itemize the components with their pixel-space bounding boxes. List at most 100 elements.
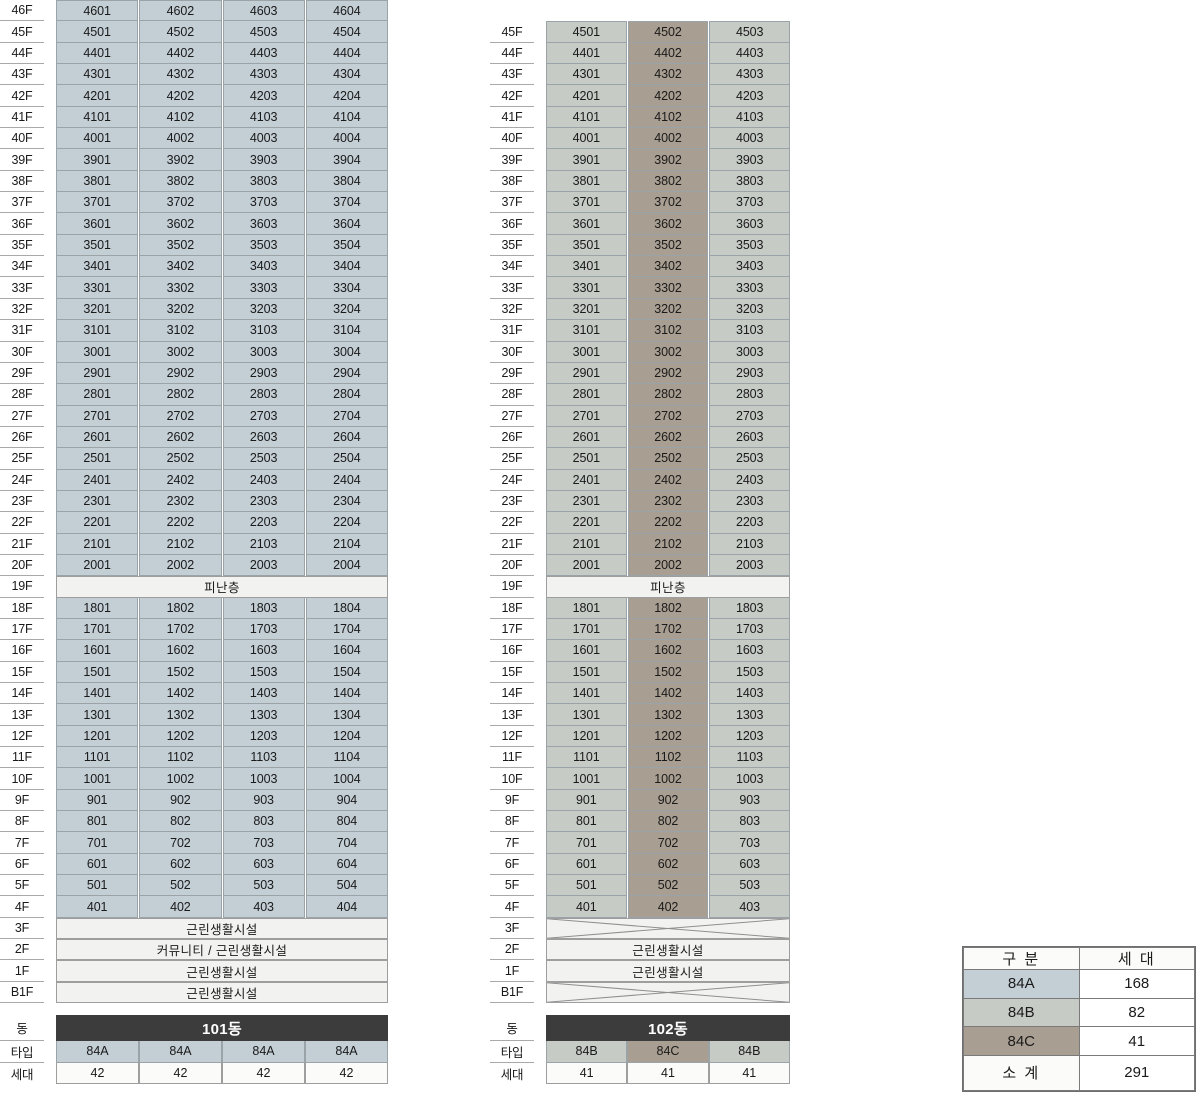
unit-cell[interactable]: 2402: [627, 469, 709, 491]
unit-cell[interactable]: 4601: [56, 0, 139, 22]
unit-cell[interactable]: 702: [139, 832, 222, 854]
unit-cell[interactable]: 3803: [709, 170, 791, 193]
unit-cell[interactable]: 4503: [222, 21, 305, 43]
unit-cell[interactable]: 3004: [305, 341, 388, 363]
unit-cell[interactable]: 804: [305, 811, 388, 833]
unit-cell[interactable]: 2103: [222, 533, 305, 555]
unit-cell[interactable]: 1304: [305, 704, 388, 726]
unit-cell[interactable]: 902: [139, 789, 222, 812]
unit-cell[interactable]: 4102: [139, 106, 222, 129]
unit-cell[interactable]: 1101: [546, 747, 627, 769]
unit-cell[interactable]: 1003: [709, 768, 791, 790]
unit-cell[interactable]: 702: [627, 832, 709, 854]
unit-cell[interactable]: 902: [627, 789, 709, 812]
unit-cell[interactable]: 1701: [56, 618, 139, 641]
unit-cell[interactable]: 2704: [305, 405, 388, 427]
unit-cell[interactable]: 2602: [627, 426, 709, 449]
unit-type-cell[interactable]: 84B: [546, 1041, 628, 1063]
unit-cell[interactable]: 3503: [709, 234, 791, 257]
unit-cell[interactable]: 4103: [222, 106, 305, 129]
unit-cell[interactable]: 2504: [305, 448, 388, 470]
unit-cell[interactable]: 3603: [709, 213, 791, 235]
unit-cell[interactable]: 1402: [627, 683, 709, 705]
unit-cell[interactable]: 1404: [305, 683, 388, 705]
unit-cell[interactable]: 2104: [305, 533, 388, 555]
unit-cell[interactable]: 2203: [222, 512, 305, 534]
unit-cell[interactable]: 3401: [56, 256, 139, 278]
unit-cell[interactable]: 3903: [709, 149, 791, 171]
unit-cell[interactable]: 3302: [139, 277, 222, 299]
unit-cell[interactable]: 3003: [709, 341, 791, 363]
unit-cell[interactable]: 401: [546, 896, 627, 918]
unit-cell[interactable]: 802: [627, 811, 709, 833]
unit-cell[interactable]: 2702: [139, 405, 222, 427]
unit-cell[interactable]: 3303: [222, 277, 305, 299]
unit-cell[interactable]: 703: [222, 832, 305, 854]
unit-type-cell[interactable]: 84B: [708, 1041, 790, 1063]
unit-cell[interactable]: 2101: [56, 533, 139, 555]
unit-cell[interactable]: 2502: [139, 448, 222, 470]
unit-cell[interactable]: 1303: [709, 704, 791, 726]
unit-cell[interactable]: 2601: [56, 426, 139, 449]
unit-cell[interactable]: 1204: [305, 725, 388, 748]
unit-cell[interactable]: 1702: [139, 618, 222, 641]
unit-cell[interactable]: 3801: [56, 170, 139, 193]
unit-cell[interactable]: 4404: [305, 42, 388, 65]
unit-cell[interactable]: 2501: [56, 448, 139, 470]
unit-cell[interactable]: 1403: [709, 683, 791, 705]
unit-cell[interactable]: 1302: [139, 704, 222, 726]
unit-cell[interactable]: 3703: [709, 192, 791, 214]
unit-cell[interactable]: 904: [305, 789, 388, 812]
unit-cell[interactable]: 4401: [546, 42, 627, 65]
unit-cell[interactable]: 4502: [139, 21, 222, 43]
unit-cell[interactable]: 4402: [139, 42, 222, 65]
unit-cell[interactable]: 4303: [709, 64, 791, 86]
unit-cell[interactable]: 1601: [56, 640, 139, 662]
unit-cell[interactable]: 1501: [546, 661, 627, 683]
unit-cell[interactable]: 503: [709, 875, 791, 897]
unit-cell[interactable]: 4101: [56, 106, 139, 129]
unit-cell[interactable]: 1302: [627, 704, 709, 726]
unit-cell[interactable]: 2903: [709, 362, 791, 385]
unit-cell[interactable]: 3702: [627, 192, 709, 214]
unit-cell[interactable]: 3304: [305, 277, 388, 299]
unit-cell[interactable]: 4403: [222, 42, 305, 65]
unit-cell[interactable]: 1602: [627, 640, 709, 662]
unit-cell[interactable]: 3602: [627, 213, 709, 235]
unit-cell[interactable]: 1301: [56, 704, 139, 726]
unit-cell[interactable]: 1601: [546, 640, 627, 662]
unit-cell[interactable]: 1103: [222, 747, 305, 769]
unit-cell[interactable]: 2303: [709, 490, 791, 513]
unit-cell[interactable]: 4004: [305, 128, 388, 150]
unit-cell[interactable]: 2202: [627, 512, 709, 534]
unit-cell[interactable]: 3801: [546, 170, 627, 193]
unit-cell[interactable]: 4101: [546, 106, 627, 129]
unit-cell[interactable]: 4502: [627, 21, 709, 43]
unit-cell[interactable]: 603: [222, 853, 305, 876]
unit-cell[interactable]: 2403: [222, 469, 305, 491]
unit-cell[interactable]: 1801: [56, 597, 139, 619]
unit-cell[interactable]: 2901: [546, 362, 627, 385]
unit-cell[interactable]: 1801: [546, 597, 627, 619]
unit-cell[interactable]: 2502: [627, 448, 709, 470]
unit-cell[interactable]: 2703: [709, 405, 791, 427]
unit-cell[interactable]: 2603: [222, 426, 305, 449]
unit-cell[interactable]: 3501: [546, 234, 627, 257]
unit-cell[interactable]: 1102: [139, 747, 222, 769]
unit-cell[interactable]: 401: [56, 896, 139, 918]
unit-cell[interactable]: 2103: [709, 533, 791, 555]
unit-cell[interactable]: 504: [305, 875, 388, 897]
unit-cell[interactable]: 4304: [305, 64, 388, 86]
unit-cell[interactable]: 601: [56, 853, 139, 876]
unit-cell[interactable]: 2401: [56, 469, 139, 491]
unit-cell[interactable]: 3402: [627, 256, 709, 278]
unit-cell[interactable]: 502: [627, 875, 709, 897]
unit-cell[interactable]: 603: [709, 853, 791, 876]
unit-cell[interactable]: 3202: [139, 298, 222, 321]
unit-cell[interactable]: 901: [56, 789, 139, 812]
unit-cell[interactable]: 2004: [305, 554, 388, 577]
unit-cell[interactable]: 4202: [627, 85, 709, 107]
unit-cell[interactable]: 1202: [627, 725, 709, 748]
unit-cell[interactable]: 3301: [56, 277, 139, 299]
unit-cell[interactable]: 2201: [56, 512, 139, 534]
